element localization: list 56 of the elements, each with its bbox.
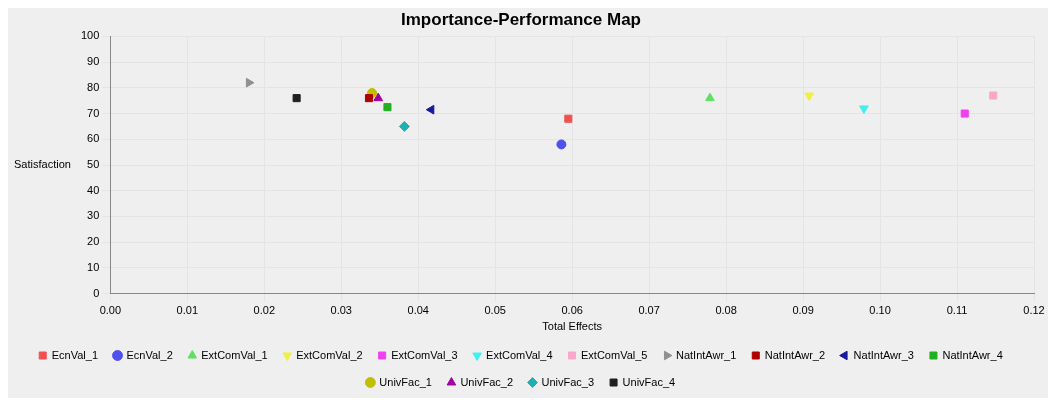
y-tick-label: 40: [87, 183, 100, 196]
point: [292, 94, 301, 103]
x-tick-label: 0.06: [561, 304, 583, 317]
chart-title: Importance-Performance Map: [401, 9, 641, 29]
point: [364, 94, 374, 103]
point: [960, 109, 969, 118]
x-tick-label: 0.05: [484, 304, 506, 317]
legend-label: NatIntAwr_2: [764, 348, 826, 361]
point: [398, 120, 410, 132]
legend-label: NatIntAwr_4: [942, 348, 1003, 361]
point: [989, 91, 998, 100]
legend-label: UnivFac_4: [622, 375, 676, 388]
legend-label: EcnVal_1: [51, 348, 99, 361]
x-tick-label: 0.00: [99, 304, 122, 317]
x-tick-label: 0.04: [407, 304, 429, 317]
x-tick-label: 0.01: [176, 304, 199, 317]
x-axis-title: Total Effects: [542, 320, 603, 333]
y-tick-label: 50: [87, 158, 100, 171]
point: [705, 92, 715, 102]
point: [859, 105, 869, 114]
point: [383, 103, 392, 112]
y-tick-label: 20: [87, 235, 100, 248]
x-tick-label: 0.02: [253, 304, 276, 317]
point: [373, 92, 384, 102]
legend-label: ExtComVal_4: [486, 348, 553, 361]
point: [245, 77, 255, 88]
legend-label: ExtComVal_1: [201, 348, 268, 361]
y-tick-label: 0: [93, 286, 100, 299]
legend-label: ExtComVal_3: [391, 348, 458, 361]
y-tick-label: 30: [87, 209, 100, 222]
legend-label: UnivFac_2: [460, 375, 513, 388]
y-tick-label: 70: [87, 106, 100, 119]
point: [425, 104, 435, 115]
y-tick-label: 60: [87, 132, 100, 145]
x-tick-label: 0.10: [869, 304, 891, 317]
legend-label: UnivFac_3: [541, 375, 595, 388]
point: [556, 139, 567, 150]
point: [564, 114, 573, 123]
y-tick-label: 80: [87, 80, 100, 93]
y-tick-label: 90: [87, 55, 100, 68]
x-tick-label: 0.07: [638, 304, 660, 317]
x-tick-label: 0.12: [1023, 304, 1045, 317]
y-tick-label: 100: [80, 29, 100, 42]
point: [804, 92, 815, 102]
legend-label: ExtComVal_2: [296, 348, 363, 361]
x-tick-label: 0.03: [330, 304, 352, 317]
y-axis-title: Satisfaction: [14, 158, 71, 171]
legend-label: NatIntAwr_3: [853, 348, 914, 361]
legend-label: UnivFac_1: [379, 375, 432, 388]
legend-label: ExtComVal_5: [581, 348, 648, 361]
x-tick-label: 0.11: [946, 304, 968, 317]
x-tick-label: 0.09: [792, 304, 814, 317]
legend-label: NatIntAwr_1: [675, 348, 737, 361]
y-tick-label: 10: [87, 260, 100, 273]
x-tick-label: 0.08: [715, 304, 737, 317]
legend-label: EcnVal_2: [126, 348, 173, 361]
